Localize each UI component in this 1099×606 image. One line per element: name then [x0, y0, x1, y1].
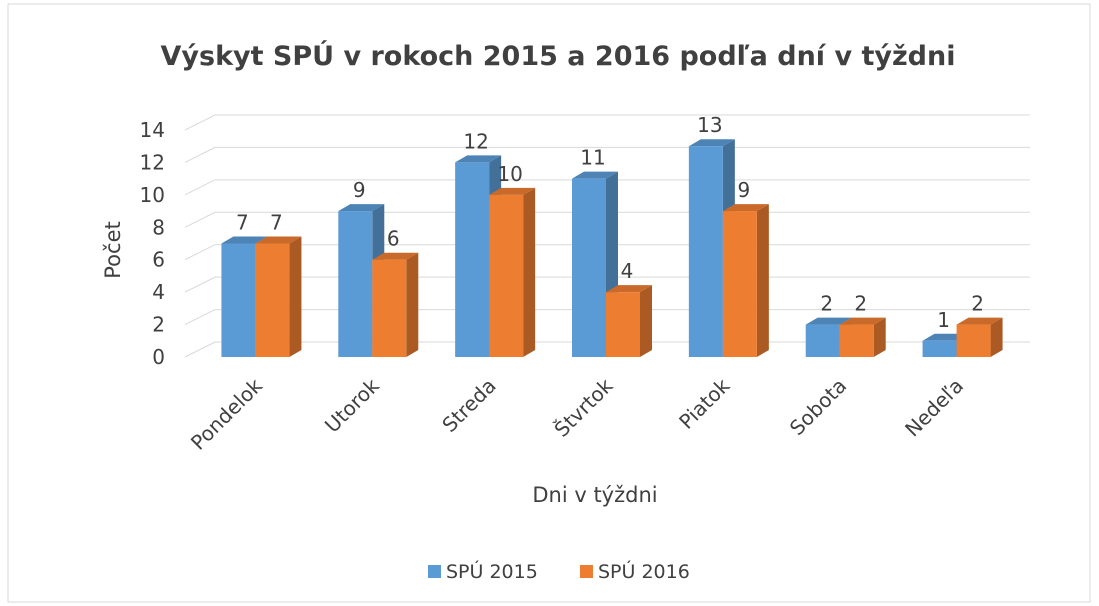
y-tick-label: 10 — [140, 183, 165, 207]
bar — [489, 194, 524, 357]
y-tick-label: 4 — [152, 280, 165, 304]
y-tick-label: 8 — [152, 215, 165, 239]
bar-top — [455, 155, 502, 163]
bar-top — [338, 204, 385, 212]
bar-top — [255, 236, 302, 244]
data-label: 4 — [621, 259, 634, 283]
y-tick-label: 0 — [152, 345, 165, 369]
bar-side — [523, 187, 536, 357]
data-label: 1 — [937, 308, 950, 332]
data-label: 9 — [737, 178, 750, 202]
bar-top — [956, 317, 1003, 325]
chart-border — [7, 3, 1091, 603]
bar-side — [990, 317, 1003, 357]
data-label: 2 — [854, 292, 867, 316]
y-tick-label: 14 — [140, 118, 165, 142]
data-label: 2 — [820, 292, 833, 316]
bar-top — [572, 171, 618, 179]
legend-swatch — [428, 565, 441, 578]
x-axis-title: Dni v týždni — [532, 483, 657, 507]
y-tick-label: 12 — [140, 150, 165, 174]
data-label: 12 — [463, 129, 488, 153]
y-axis-title: Počet — [101, 221, 125, 278]
data-label: 6 — [387, 227, 400, 251]
bar-top — [606, 285, 652, 293]
bar-side — [756, 204, 769, 357]
bar-side — [289, 236, 302, 357]
data-label: 7 — [236, 211, 249, 235]
y-tick-label: 2 — [152, 313, 165, 337]
data-label: 2 — [971, 292, 984, 316]
bar — [572, 178, 606, 357]
data-label: 11 — [580, 146, 605, 170]
bar-side — [640, 285, 652, 357]
y-tick-label: 6 — [152, 248, 165, 272]
legend-label: SPÚ 2016 — [598, 559, 690, 583]
bar — [956, 324, 991, 357]
bar — [372, 259, 407, 357]
data-label: 9 — [353, 178, 366, 202]
data-label: 7 — [270, 211, 283, 235]
bar — [338, 211, 373, 357]
bar — [805, 324, 840, 357]
grid-line — [184, 146, 1030, 163]
bar — [221, 243, 256, 357]
bar — [606, 292, 640, 357]
bar-top — [688, 139, 735, 147]
bar-top — [722, 204, 769, 212]
bar — [455, 162, 490, 357]
bar-side — [873, 317, 886, 357]
bar-top — [805, 317, 852, 325]
bar-top — [372, 252, 419, 260]
bar-top — [221, 236, 268, 244]
bar — [922, 340, 957, 357]
grid-line — [184, 114, 1030, 131]
data-label: 10 — [497, 162, 522, 186]
bar-top — [839, 317, 886, 325]
chart-title: Výskyt SPÚ v rokoch 2015 a 2016 podľa dn… — [161, 40, 956, 72]
grid-line — [184, 179, 1030, 196]
bar — [839, 324, 874, 357]
bar — [255, 243, 290, 357]
bar — [688, 146, 723, 357]
data-label: 13 — [697, 113, 722, 137]
legend-label: SPÚ 2015 — [446, 559, 538, 583]
bar-side — [406, 252, 419, 357]
bar-top — [489, 187, 536, 195]
bar — [722, 211, 757, 357]
legend-swatch — [580, 565, 593, 578]
